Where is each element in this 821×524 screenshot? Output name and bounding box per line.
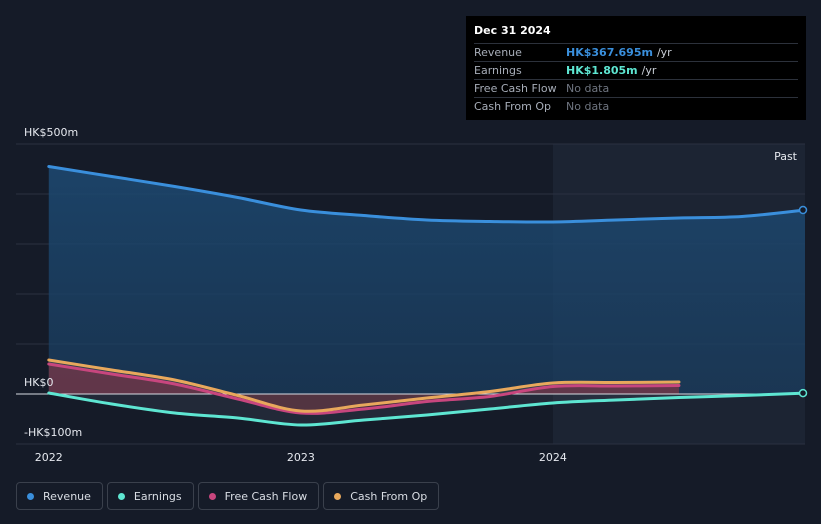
legend-dot-icon xyxy=(208,492,216,500)
revenue-end-marker[interactable] xyxy=(798,205,808,215)
tooltip-panel: Dec 31 2024 Revenue HK$367.695m/yr Earning… xyxy=(466,16,806,120)
tooltip-label: Free Cash Flow xyxy=(474,82,557,95)
tooltip-label: Revenue xyxy=(474,46,522,59)
y-tick-label: HK$500m xyxy=(24,126,78,139)
tooltip-value: No data xyxy=(566,100,610,113)
tooltip-row: Revenue HK$367.695m/yr xyxy=(474,43,798,61)
y-tick-label: -HK$100m xyxy=(24,426,82,439)
x-tick-label: 2022 xyxy=(35,451,63,464)
y-tick-label: HK$0 xyxy=(24,376,53,389)
series-lines xyxy=(47,165,808,427)
tooltip-row: Earnings HK$1.805m/yr xyxy=(474,61,798,79)
earnings-end-marker[interactable] xyxy=(798,388,808,398)
legend-label: Earnings xyxy=(133,489,182,503)
legend-dot-icon xyxy=(117,492,125,500)
revenue-line xyxy=(47,165,807,224)
legend: Revenue Earnings Free Cash Flow Cash From O… xyxy=(16,482,440,510)
tooltip-row: Cash From Op No data xyxy=(474,97,798,115)
legend-item-cash-from-op[interactable]: Cash From Op xyxy=(323,482,440,510)
x-tick-label: 2024 xyxy=(539,451,567,464)
earnings-line xyxy=(47,391,807,427)
y-axis-ticks: HK$500m HK$0 -HK$100m xyxy=(24,126,82,439)
x-tick-label: 2023 xyxy=(287,451,315,464)
free-cash-flow-line xyxy=(47,362,681,415)
legend-item-earnings[interactable]: Earnings xyxy=(106,482,194,510)
legend-item-free-cash-flow[interactable]: Free Cash Flow xyxy=(197,482,320,510)
legend-dot-icon xyxy=(334,492,342,500)
legend-label: Cash From Op xyxy=(350,489,428,503)
x-axis-ticks: 2022 2023 2024 xyxy=(35,451,567,464)
tooltip-unit: /yr xyxy=(641,64,657,77)
tooltip-value: HK$367.695m xyxy=(566,46,653,59)
tooltip-row: Free Cash Flow No data xyxy=(474,79,798,97)
tooltip-label: Earnings xyxy=(474,64,522,77)
tooltip-label: Cash From Op xyxy=(474,100,552,113)
legend-item-revenue[interactable]: Revenue xyxy=(16,482,103,510)
revenue-area xyxy=(48,166,806,394)
legend-dot-icon xyxy=(27,492,34,500)
tooltip-value: No data xyxy=(566,82,610,95)
cash-from-op-line xyxy=(47,358,681,413)
tooltip-date: Dec 31 2024 xyxy=(474,24,551,37)
legend-label: Revenue xyxy=(43,489,91,503)
tooltip-value: HK$1.805m xyxy=(566,64,638,77)
legend-label: Free Cash Flow xyxy=(224,489,308,503)
past-label: Past xyxy=(774,150,798,163)
tooltip-unit: /yr xyxy=(656,46,672,59)
